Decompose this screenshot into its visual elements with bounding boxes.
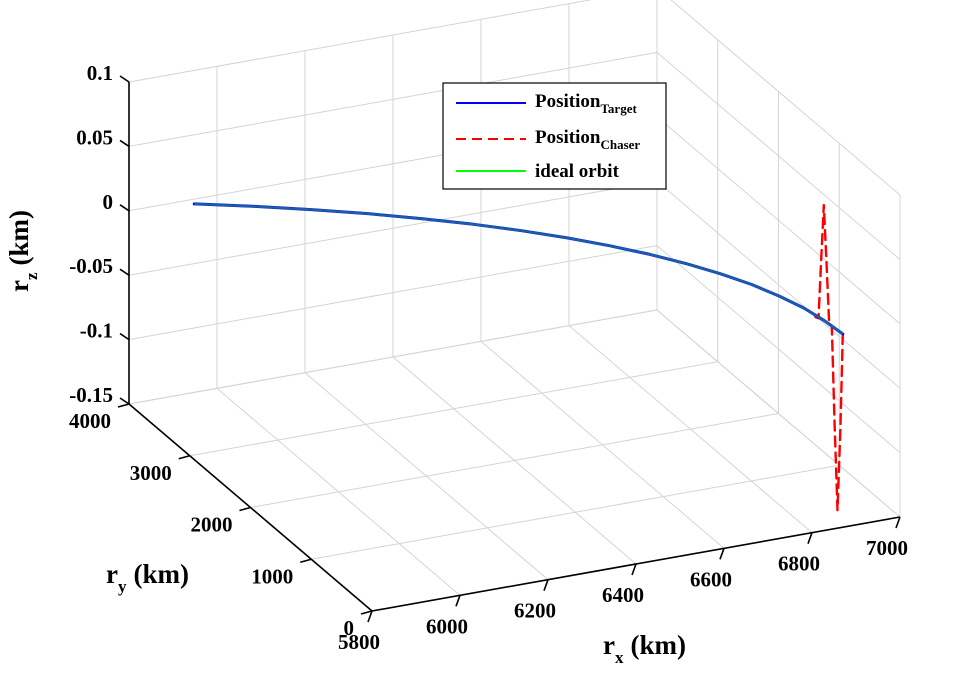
x-tick-mark <box>719 548 725 560</box>
grid-line-side-z <box>656 245 901 453</box>
y-tick-mark <box>117 403 130 408</box>
x-axis-label-sub: x <box>615 648 624 667</box>
grid-line-side-z <box>656 309 901 518</box>
tick-layer: 5800 6000 6200 6400 6600 6800 7000 0 1000 2000 300… <box>69 61 908 654</box>
grid-line-floor-y <box>250 413 779 508</box>
grid-line-side-z <box>656 52 901 260</box>
x-tick-label: 6600 <box>690 567 732 591</box>
z-tick-mark <box>119 75 130 83</box>
grid-line-floor-y <box>311 464 840 560</box>
y-tick-label: 1000 <box>251 564 293 588</box>
legend-label-ideal: ideal orbit <box>535 161 620 182</box>
x-tick-label: 6800 <box>778 552 820 576</box>
series-line-ideal-orbit <box>193 202 844 335</box>
legend: PositionTarget PositionChaser ideal orbi… <box>442 82 667 190</box>
x-tick-mark <box>367 610 373 623</box>
y-tick-mark <box>239 506 251 512</box>
x-axis-label: rx (km) <box>603 630 686 667</box>
y-axis-label-unit: (km) <box>133 559 189 589</box>
z-tick-label: 0.1 <box>87 61 113 85</box>
y-tick-label: 3000 <box>130 461 172 485</box>
z-tick-mark <box>119 139 130 148</box>
x-axis-label-symbol: r <box>603 630 615 660</box>
x-tick-label: 7000 <box>866 536 908 560</box>
x-tick-label: 6400 <box>602 583 644 607</box>
x-axis-label-unit: (km) <box>630 630 686 660</box>
z-axis-label: rz (km) <box>4 210 41 292</box>
z-tick-label: -0.15 <box>69 383 113 407</box>
x-tick-label: 6000 <box>426 614 468 638</box>
axis-layer <box>117 75 901 623</box>
x-tick-mark <box>807 532 813 544</box>
y-tick-label: 0 <box>344 616 355 640</box>
z-axis-label-symbol: r <box>4 280 34 292</box>
grid-line-back-z <box>128 245 658 341</box>
legend-label-chaser: PositionChaser <box>535 127 640 152</box>
y-axis-label: ry (km) <box>106 559 189 596</box>
y-tick-label: 4000 <box>69 409 111 433</box>
x-tick-label: 5800 <box>338 630 380 654</box>
z-tick-label: 0.05 <box>76 125 113 149</box>
grid-line-side-z <box>656 180 901 389</box>
z-tick-label: -0.1 <box>80 319 113 343</box>
x-tick-mark <box>631 563 637 576</box>
y-axis-label-sub: y <box>118 577 127 596</box>
series-line-chaser <box>814 203 844 512</box>
x-tick-mark <box>455 595 461 607</box>
z-axis-label-sub: z <box>22 272 41 280</box>
y-tick-label: 2000 <box>191 513 233 537</box>
z-tick-label: 0 <box>103 190 114 214</box>
grid-line-side-z <box>656 116 901 325</box>
x-tick-mark <box>895 516 901 529</box>
series-layer <box>192 202 845 512</box>
z-axis-label-unit: (km) <box>4 210 34 266</box>
grid-line-back-z <box>128 51 658 147</box>
grid-line-floor-y <box>189 361 718 457</box>
y-tick-mark <box>300 558 312 564</box>
x-tick-mark <box>543 579 549 591</box>
z-tick-mark <box>119 204 130 212</box>
x-tick-label: 6200 <box>514 599 556 623</box>
z-tick-mark <box>119 332 130 341</box>
series-line-overlap <box>194 202 844 335</box>
y-axis-label-symbol: r <box>106 559 118 589</box>
z-tick-mark <box>119 397 130 405</box>
grid-line-side-z <box>670 0 901 196</box>
z-tick-label: -0.05 <box>69 254 113 278</box>
z-tick-mark <box>119 268 130 276</box>
y-tick-mark <box>178 454 190 460</box>
series-line-target <box>192 202 845 336</box>
y-tick-mark <box>360 610 373 615</box>
grid-line-back-z <box>128 180 658 276</box>
grid-line-back-z <box>128 0 593 83</box>
grid-line-back-z <box>128 309 658 405</box>
legend-label-target: PositionTarget <box>535 91 637 116</box>
